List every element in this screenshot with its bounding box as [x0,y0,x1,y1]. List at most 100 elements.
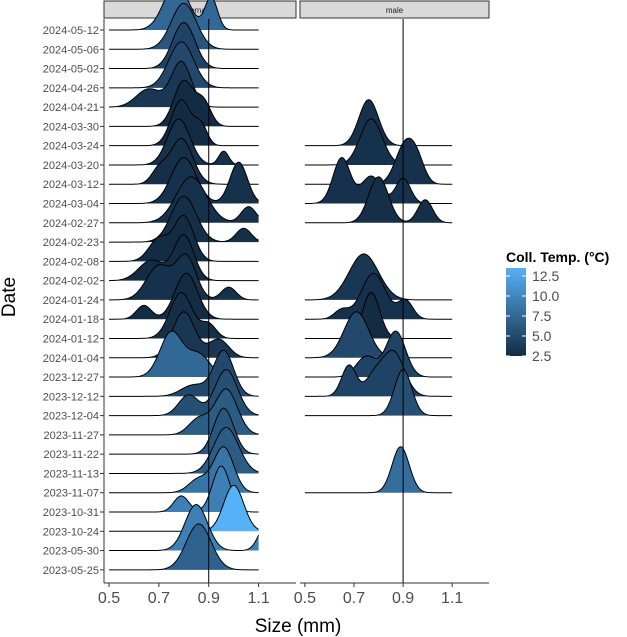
facet-strip-label: male [386,6,404,15]
date-label: 2023-12-27 [43,372,99,384]
facet-panels: female male [103,0,490,583]
legend-colorbar [506,268,526,356]
x-tick-label: 1.1 [247,590,269,607]
x-tick-label: 0.7 [148,590,170,607]
legend-break-label: 10.0 [532,288,559,304]
date-label: 2024-02-02 [43,276,99,288]
ridge-outline [108,118,259,166]
date-label: 2023-11-27 [44,430,99,442]
panel-female: female [103,0,297,583]
ridge-outline [304,99,453,147]
ridge-outline [108,349,259,397]
legend-title: Coll. Temp. (°C) [506,249,609,265]
ridge-outline [108,176,259,224]
ridge-outline [304,349,453,397]
ridge-outline [304,446,453,494]
ridge-outline [108,79,259,127]
date-label: 2024-01-18 [43,314,99,326]
ridge-2023-11-07 [304,446,453,493]
date-label: 2024-03-12 [43,179,99,191]
ridge-outline [108,407,259,455]
date-label: 2024-01-04 [43,353,99,365]
x-tick-label: 0.9 [198,590,220,607]
x-tick-label: 1.1 [441,590,463,607]
date-label: 2023-05-25 [43,565,99,577]
ridge-2024-01-18 [304,273,453,320]
ridge-outline [108,99,259,147]
x-axes: 0.5 0.7 0.9 1.1 0.5 0.7 0.9 1.1 [98,582,489,607]
date-label: 2023-11-13 [44,468,99,480]
ridge-2023-12-12 [304,350,453,397]
x-tick-label: 0.5 [294,590,316,607]
ridge-outline [108,22,259,70]
ridge-2024-01-04 [304,311,453,358]
ridge-2023-12-04 [304,369,453,416]
date-label: 2024-02-08 [43,256,99,268]
ridge-outline [304,311,453,359]
x-tick-label: 0.5 [98,590,120,607]
ridge-2023-05-30 [108,504,259,551]
date-label: 2024-01-12 [43,333,99,345]
date-label: 2024-03-04 [43,199,99,211]
ridge-outline [108,41,259,89]
ridge-outline [304,291,453,339]
ridge-outline [108,2,259,50]
ridge-2023-10-31 [108,466,259,512]
ridge-outline [108,253,259,301]
legend-ticks: 12.5 10.0 7.5 5.0 2.5 [506,268,559,364]
ridge-2024-03-04 [304,157,453,204]
date-label: 2024-04-21 [43,102,99,114]
date-label: 2024-03-24 [43,141,99,153]
facet-strip-label: female [188,6,213,15]
ridge-2024-03-12 [304,138,453,185]
date-label: 2024-02-23 [43,237,99,249]
date-label: 2024-04-26 [43,83,99,95]
date-label: 2024-03-30 [43,121,99,133]
date-label: 2023-12-04 [43,411,99,423]
date-label: 2024-03-20 [43,160,99,172]
ridge-outline [108,426,259,474]
x-axis-title: Size (mm) [255,616,342,637]
date-label: 2024-02-27 [43,218,99,230]
legend-break-label: 7.5 [532,308,552,324]
ridges [304,99,453,494]
ridge-outline [108,272,259,320]
ridge-2024-02-27 [304,176,453,223]
ridge-2023-05-25 [108,523,259,570]
ridge-outline [108,234,259,282]
ridge-outline [108,0,259,31]
date-label: 2023-12-12 [43,391,99,403]
date-label: 2024-05-06 [43,44,99,56]
ridge-outline [108,311,259,359]
date-label: 2024-05-02 [43,64,99,76]
ridge-outline [108,60,259,108]
ridge-2024-01-12 [304,292,453,339]
ridge-outline [108,388,259,436]
date-label: 2024-05-12 [43,25,99,37]
ridge-2023-12-27 [108,331,259,378]
date-label: 2024-01-24 [43,295,99,307]
x-tick-label: 0.9 [392,590,414,607]
ridge-outline [108,291,259,339]
date-label: 2023-11-07 [44,488,99,500]
ridge-2024-01-04 [108,311,259,358]
ridge-outline [304,176,453,224]
ridge-outline [304,369,453,417]
panel-male: male [299,0,490,583]
ridge-outline [108,214,259,262]
ridge-2024-03-20 [304,118,453,165]
legend-break-label: 2.5 [532,348,552,364]
ridge-outline [304,118,453,166]
ridge-2023-10-24 [108,485,259,532]
ridge-outline [108,369,259,417]
legend-break-label: 12.5 [532,268,559,284]
ridge-outline [304,330,453,378]
date-label: 2023-10-31 [43,507,99,519]
y-axis-title: Date [0,277,20,317]
ridge-outline [108,446,259,494]
ridge-outline [304,272,453,320]
ridge-outline [108,504,260,552]
date-label: 2023-11-22 [44,449,99,461]
date-label: 2023-10-24 [43,526,99,538]
facet-strip [299,0,490,19]
